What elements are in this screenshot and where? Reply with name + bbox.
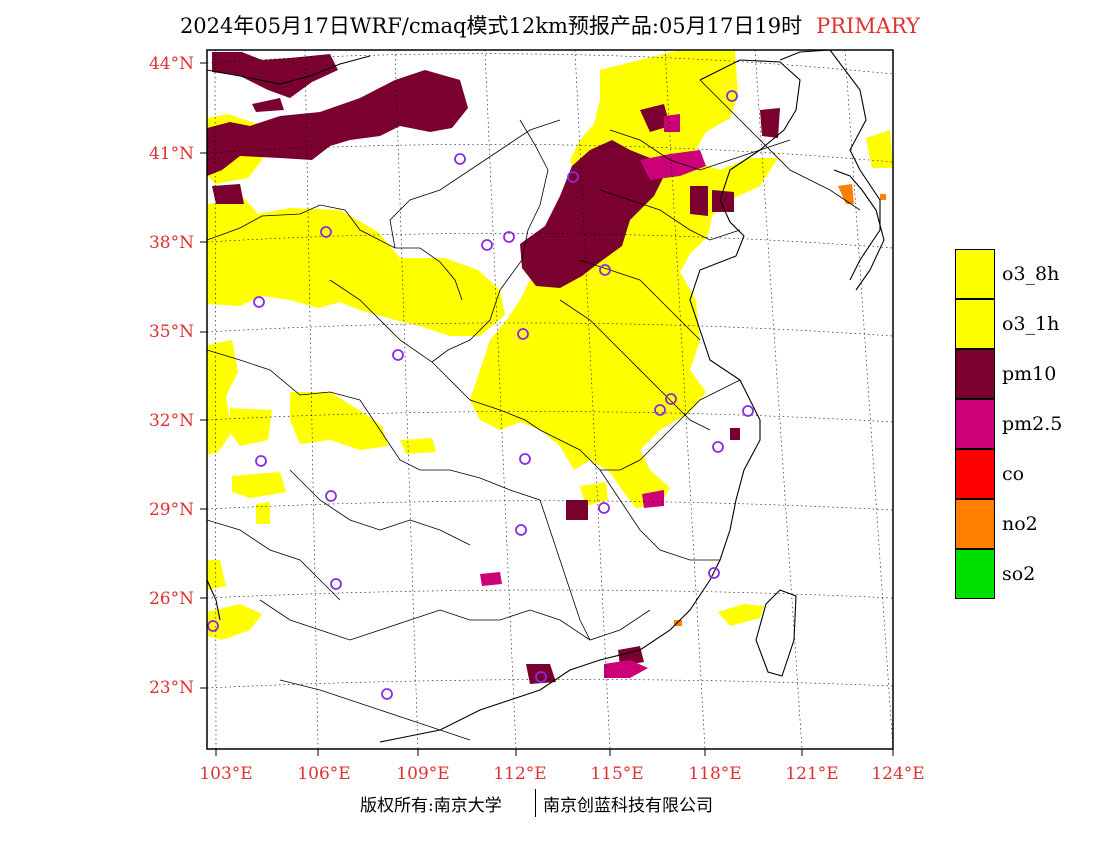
lon-label-121: 121°E: [785, 764, 839, 784]
legend-swatch: [955, 299, 995, 349]
graticule: [207, 50, 893, 749]
legend-item-o3-1h: o3_1h: [955, 299, 1095, 349]
legend-label: pm2.5: [1002, 413, 1063, 435]
lon-label-109: 109°E: [396, 764, 450, 784]
map-canvas: [207, 50, 893, 749]
title-tag: PRIMARY: [816, 14, 921, 38]
legend-item-pm25: pm2.5: [955, 399, 1095, 449]
lon-label-115: 115°E: [590, 764, 644, 784]
legend-swatch: [955, 449, 995, 499]
legend-item-no2: no2: [955, 499, 1095, 549]
legend-swatch: [955, 399, 995, 449]
legend-swatch: [955, 249, 995, 299]
lat-label-44: 44°N: [148, 54, 194, 74]
copyright-owner: 版权所有:南京大学: [360, 796, 502, 816]
legend-label: co: [1002, 463, 1025, 485]
pm25-regions: [480, 114, 706, 678]
legend-label: pm10: [1002, 363, 1057, 385]
lat-label-32: 32°N: [148, 411, 194, 431]
title-text: 2024年05月17日WRF/cmaq模式12km预报产品:05月17日19时: [179, 14, 803, 38]
lat-label-38: 38°N: [148, 233, 194, 253]
legend-item-co: co: [955, 449, 1095, 499]
lon-label-124: 124°E: [871, 764, 925, 784]
lon-label-103: 103°E: [199, 764, 253, 784]
lat-label-23: 23°N: [148, 678, 194, 698]
axis-ticks: [200, 62, 894, 756]
station-markers: [207, 90, 754, 700]
copyright-company: 南京创蓝科技有限公司: [543, 796, 713, 816]
legend-swatch: [955, 349, 995, 399]
legend-label: o3_1h: [1002, 313, 1060, 335]
province-boundaries: [207, 79, 861, 741]
map-frame: [206, 49, 894, 750]
lon-label-118: 118°E: [688, 764, 742, 784]
legend-label: o3_8h: [1002, 263, 1060, 285]
legend-label: so2: [1002, 563, 1036, 585]
lon-label-106: 106°E: [297, 764, 351, 784]
footer-divider: [535, 789, 536, 817]
legend-swatch: [955, 499, 995, 549]
pm10-regions: [207, 52, 780, 684]
pollutant-legend: o3_8h o3_1h pm10 pm2.5 co no2 so2: [955, 249, 1095, 599]
map-title: 2024年05月17日WRF/cmaq模式12km预报产品:05月17日19时 P…: [0, 10, 1100, 40]
copyright-footer: 版权所有:南京大学 南京创蓝科技有限公司: [0, 789, 1100, 819]
lat-label-41: 41°N: [148, 144, 194, 164]
legend-swatch: [955, 549, 995, 599]
lat-label-35: 35°N: [148, 322, 194, 342]
lat-label-29: 29°N: [148, 500, 194, 520]
legend-item-pm10: pm10: [955, 349, 1095, 399]
lon-label-112: 112°E: [493, 764, 547, 784]
lat-label-26: 26°N: [148, 589, 194, 609]
legend-item-o3-8h: o3_8h: [955, 249, 1095, 299]
legend-label: no2: [1002, 513, 1038, 535]
legend-item-so2: so2: [955, 549, 1095, 599]
